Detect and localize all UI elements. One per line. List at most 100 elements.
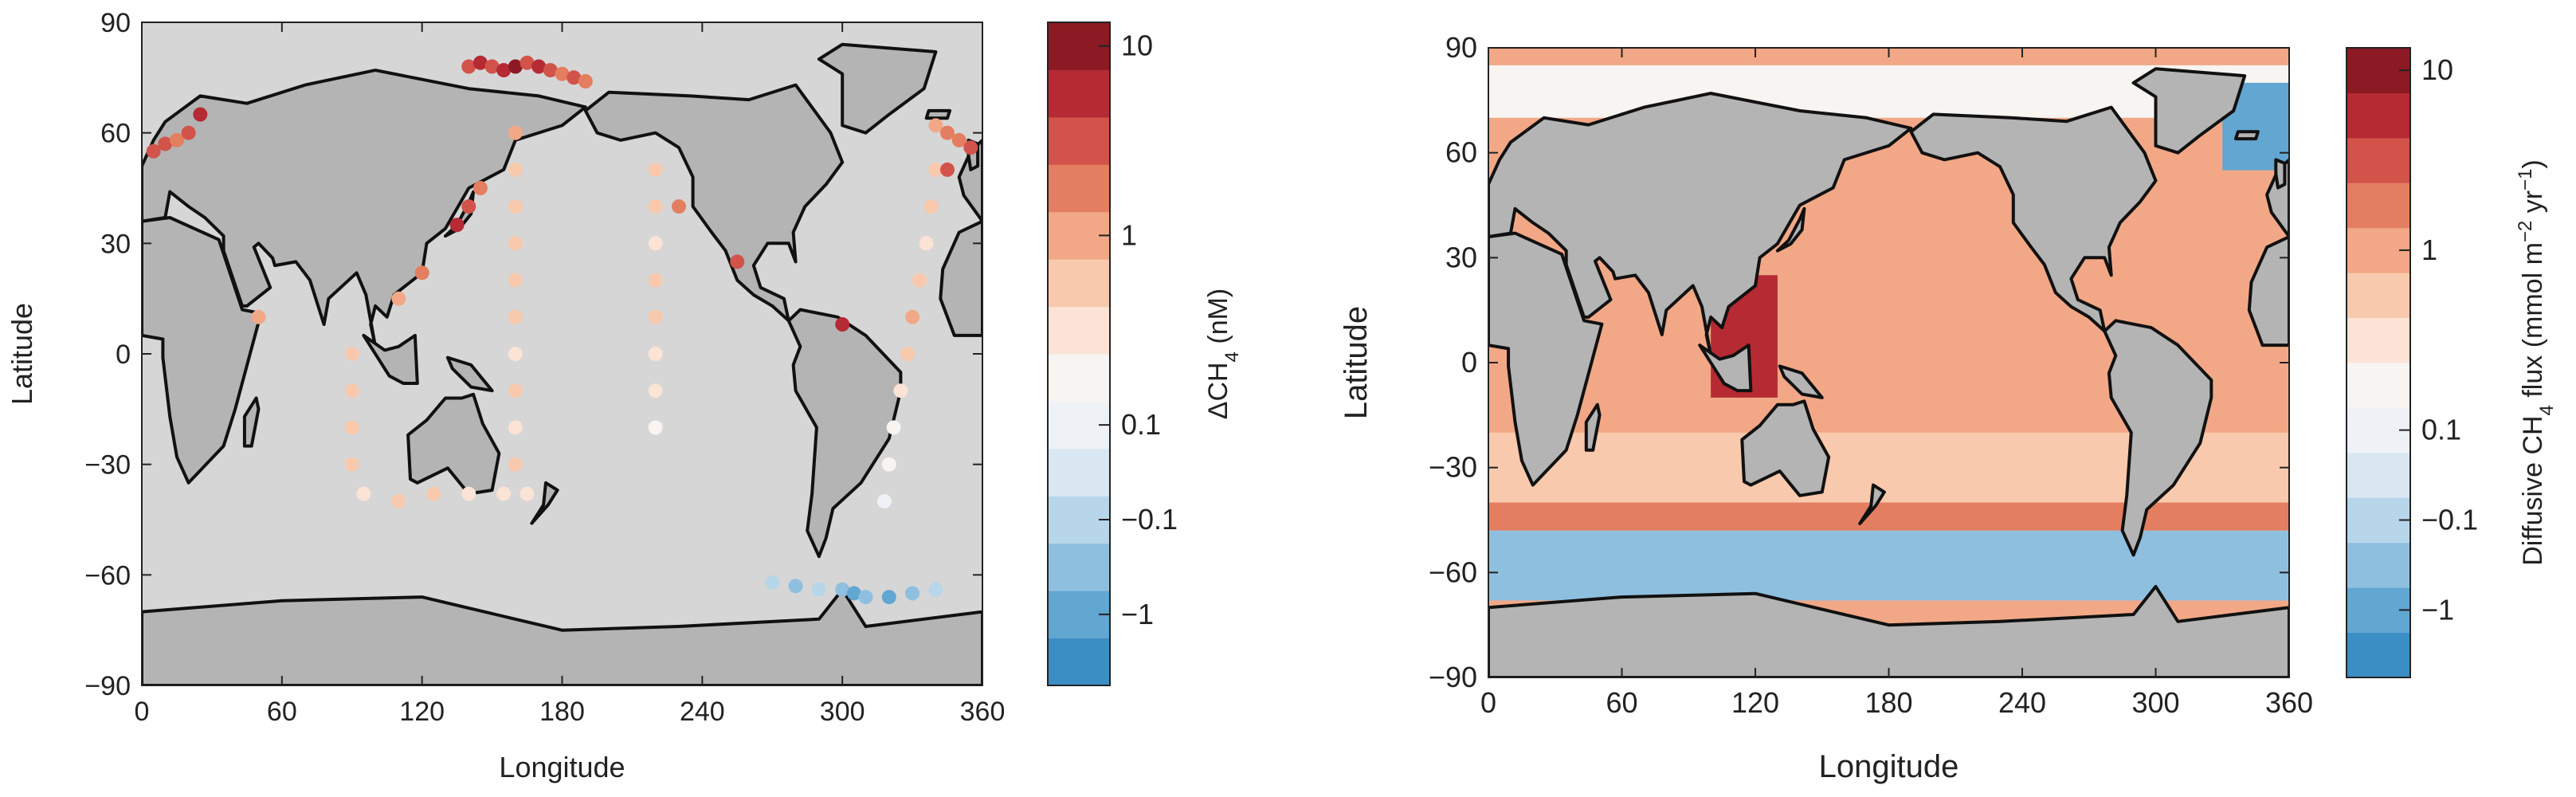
colorbar-segment xyxy=(1048,259,1110,308)
data-point xyxy=(508,199,523,214)
data-point xyxy=(520,486,535,501)
colorbar-segment xyxy=(2347,92,2410,139)
land-greenland xyxy=(817,42,938,135)
x-tick-label: 240 xyxy=(680,697,725,727)
y-tick-label: −60 xyxy=(1429,556,1477,588)
right-y-axis-label: Latitude xyxy=(1339,306,1374,419)
data-point xyxy=(508,125,523,140)
data-point xyxy=(461,486,476,501)
land-new-guinea xyxy=(445,355,494,393)
data-point xyxy=(508,383,523,398)
colorbar-segment xyxy=(2347,542,2410,588)
x-tick-label: 300 xyxy=(820,697,865,727)
data-point xyxy=(765,575,780,590)
data-point xyxy=(251,309,266,324)
x-tick-label: 0 xyxy=(1480,686,1496,719)
land-australia xyxy=(1740,399,1831,497)
data-point xyxy=(508,162,523,177)
data-point xyxy=(461,199,476,214)
data-point xyxy=(193,107,208,122)
data-point xyxy=(508,420,523,435)
y-tick-label: 60 xyxy=(1445,136,1477,169)
x-tick-label: 120 xyxy=(399,697,445,727)
land-iceland xyxy=(2234,130,2260,141)
data-point xyxy=(531,59,547,74)
data-point xyxy=(181,125,196,140)
data-point xyxy=(919,236,934,251)
y-tick-label: −30 xyxy=(1429,451,1477,484)
data-point xyxy=(472,181,488,195)
y-tick-label: −90 xyxy=(1429,661,1477,693)
data-point xyxy=(951,132,966,147)
data-point xyxy=(886,420,901,435)
data-point xyxy=(928,162,943,177)
land-greenland xyxy=(2131,67,2247,155)
data-point xyxy=(391,493,406,508)
data-point xyxy=(356,486,371,501)
data-point xyxy=(567,70,582,85)
y-tick-label: 30 xyxy=(1445,241,1477,273)
land-north-america xyxy=(583,83,845,323)
land-new-zealand xyxy=(530,481,559,525)
y-tick-label: −30 xyxy=(84,450,131,481)
x-tick-label: 180 xyxy=(1864,686,1912,719)
colorbar-segment xyxy=(1048,543,1110,591)
data-point xyxy=(928,118,943,133)
colorbar-segment xyxy=(2347,363,2410,408)
colorbar-segment xyxy=(1048,69,1110,118)
data-point xyxy=(344,347,359,361)
land-africa-west xyxy=(939,219,982,337)
colorbar-segment xyxy=(1048,354,1110,402)
x-tick-label: 60 xyxy=(267,697,297,727)
data-point xyxy=(648,309,663,324)
land-uk xyxy=(2274,158,2287,190)
colorbar-tick-label: −1 xyxy=(2421,593,2454,626)
x-tick-label: 360 xyxy=(2265,686,2313,719)
colorbar-tick-label: 10 xyxy=(1121,29,1153,62)
land-antarctica xyxy=(142,587,982,685)
data-point xyxy=(648,420,663,435)
data-point xyxy=(881,457,896,472)
data-point xyxy=(923,199,939,214)
data-point xyxy=(578,74,593,88)
land-madagascar xyxy=(242,396,261,448)
data-point xyxy=(449,218,465,233)
land-japan xyxy=(1775,206,1806,253)
data-point xyxy=(846,586,861,601)
left-colorbar: 10 1 0.1 −0.1 −1 xyxy=(1047,22,1178,686)
colorbar-segment xyxy=(1048,164,1110,213)
colorbar-frame xyxy=(1047,22,1111,686)
data-point xyxy=(648,162,663,177)
data-point xyxy=(811,582,826,597)
data-point xyxy=(414,265,429,281)
y-tick-label: −60 xyxy=(84,560,131,591)
data-point xyxy=(146,143,161,159)
data-point xyxy=(426,486,441,501)
colorbar-segment xyxy=(1048,116,1110,165)
right-colorbar: 10 1 0.1 −0.1 −1 xyxy=(2346,47,2478,678)
data-point xyxy=(508,457,523,472)
data-point xyxy=(520,55,535,70)
data-point xyxy=(508,347,523,361)
x-tick-label: 120 xyxy=(1731,686,1779,719)
left-observation-points xyxy=(146,55,978,605)
land-antarctica xyxy=(1488,584,2289,677)
data-point xyxy=(472,55,488,70)
land-new-guinea xyxy=(1778,364,1824,399)
data-point xyxy=(835,317,850,332)
colorbar-segment xyxy=(2347,632,2410,678)
colorbar-segment xyxy=(2347,183,2410,229)
data-point xyxy=(940,125,955,140)
data-point xyxy=(672,199,686,214)
data-point xyxy=(858,590,873,605)
colorbar-tick-label: −0.1 xyxy=(1121,503,1178,536)
colorbar-segment xyxy=(1048,448,1110,497)
land-south-america xyxy=(2103,319,2213,557)
data-point xyxy=(391,291,406,306)
colorbar-segment xyxy=(2347,317,2410,363)
land-new-zealand xyxy=(1858,483,1886,525)
left-colorbar-label: ΔCH4 (nM) xyxy=(1203,289,1243,420)
land-madagascar xyxy=(1584,402,1602,452)
